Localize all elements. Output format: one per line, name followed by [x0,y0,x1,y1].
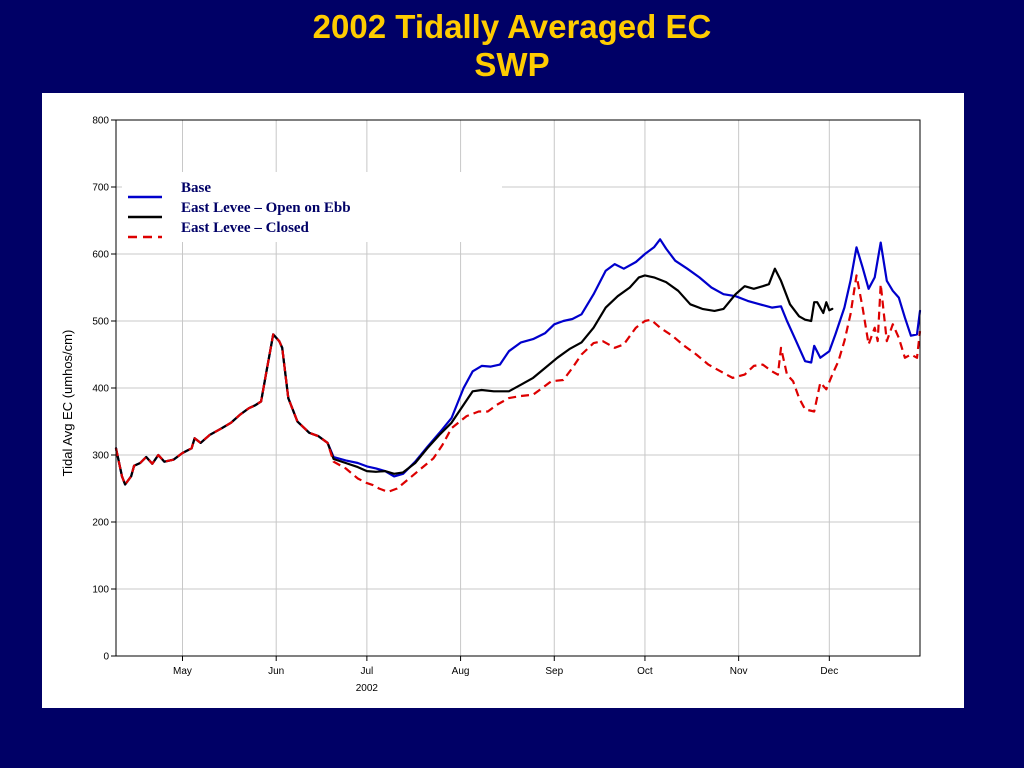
series-line-2 [114,274,922,493]
x-tick-label-sep: Sep [545,666,563,677]
slide-title-line1: 2002 Tidally Averaged EC [312,8,712,45]
x-axis-title: 2002 [356,683,379,694]
x-tick-label-dec: Dec [820,666,838,677]
y-tick-label: 200 [92,518,109,529]
x-tick-label-may: May [173,666,192,677]
legend: Base East Levee – Open on Ebb East Levee –… [122,172,502,242]
legend-label-1: East Levee – Open on Ebb [181,200,351,216]
legend-label-2: East Levee – Closed [181,220,310,236]
y-tick-label: 300 [92,451,109,462]
y-axis-title: Tidal Avg EC (umhos/cm) [60,330,75,477]
y-tick-label: 100 [92,585,109,596]
x-tick-label-oct: Oct [637,666,653,677]
y-tick-label: 800 [92,116,109,127]
x-tick-label-jul: Jul [360,666,373,677]
series-line-1 [114,267,834,486]
y-tick-label: 600 [92,250,109,261]
y-tick-label: 0 [103,652,109,663]
x-tick-label-nov: Nov [730,666,748,677]
series-line-0 [114,238,922,486]
series-layer [114,238,922,493]
y-tick-label: 700 [92,183,109,194]
axis-layer: 0 100 200 300 400 500 600 700 800 May Jun Jul Aug Sep… [92,116,838,678]
legend-label-0: Base [181,180,211,196]
slide-title-line2: SWP [474,46,550,83]
slide-title: 2002 Tidally Averaged EC SWP [0,8,1024,84]
x-tick-label-jun: Jun [268,666,284,677]
y-tick-label: 500 [92,317,109,328]
x-tick-label-aug: Aug [452,666,470,677]
legend-background [122,172,502,242]
y-tick-label: 400 [92,384,109,395]
